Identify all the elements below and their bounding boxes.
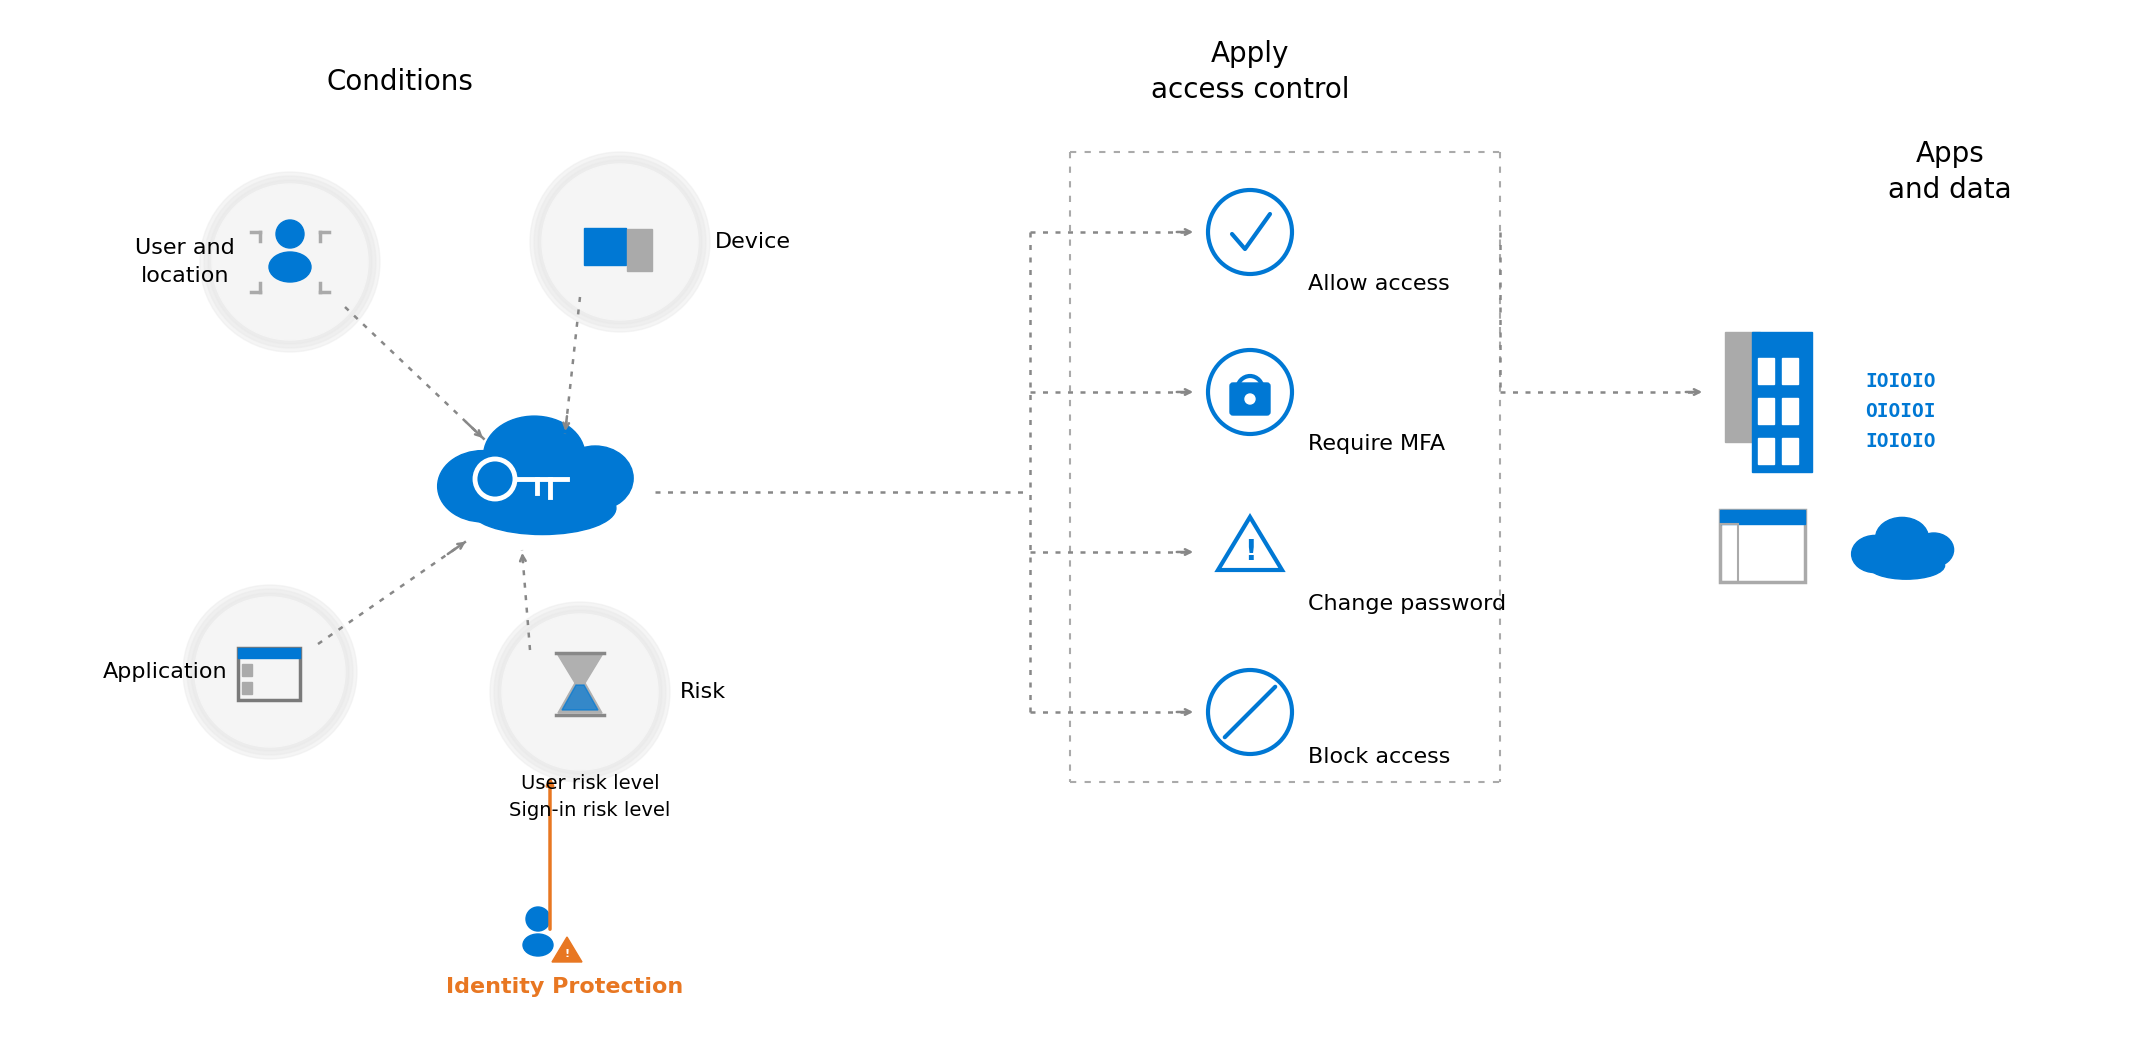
FancyBboxPatch shape — [1719, 510, 1805, 524]
Circle shape — [187, 589, 354, 755]
Text: Device: Device — [714, 232, 791, 252]
Ellipse shape — [1867, 551, 1945, 580]
Text: Identity Protection: Identity Protection — [446, 977, 684, 997]
Ellipse shape — [485, 417, 585, 494]
Circle shape — [277, 220, 304, 248]
Polygon shape — [557, 655, 602, 683]
Circle shape — [542, 164, 699, 320]
Circle shape — [525, 907, 551, 931]
Text: User and
location: User and location — [135, 238, 236, 286]
Polygon shape — [562, 685, 598, 710]
FancyBboxPatch shape — [238, 648, 300, 658]
Ellipse shape — [1852, 535, 1897, 572]
FancyBboxPatch shape — [1782, 438, 1799, 464]
Circle shape — [195, 596, 345, 747]
Circle shape — [497, 610, 662, 774]
FancyBboxPatch shape — [1726, 332, 1760, 442]
Circle shape — [491, 602, 669, 782]
FancyBboxPatch shape — [1231, 383, 1269, 414]
Circle shape — [191, 593, 349, 751]
Text: IOIOIO: IOIOIO — [1865, 432, 1936, 451]
Text: User risk level
Sign-in risk level: User risk level Sign-in risk level — [510, 774, 671, 820]
Circle shape — [199, 171, 379, 352]
Text: Apply
access control: Apply access control — [1151, 40, 1349, 104]
Text: Allow access: Allow access — [1308, 274, 1449, 294]
FancyBboxPatch shape — [1758, 438, 1773, 464]
Text: Application: Application — [103, 662, 227, 682]
Ellipse shape — [1876, 518, 1927, 559]
FancyBboxPatch shape — [1782, 398, 1799, 424]
Circle shape — [212, 184, 369, 340]
Circle shape — [530, 151, 710, 332]
Circle shape — [534, 156, 705, 328]
Text: Apps
and data: Apps and data — [1889, 140, 2011, 204]
Text: !: ! — [1244, 538, 1256, 566]
FancyBboxPatch shape — [1758, 358, 1773, 384]
Circle shape — [493, 606, 667, 778]
Circle shape — [182, 585, 358, 758]
Circle shape — [208, 180, 373, 344]
FancyBboxPatch shape — [1758, 398, 1773, 424]
Text: Require MFA: Require MFA — [1308, 434, 1445, 454]
Ellipse shape — [1915, 533, 1953, 567]
Text: IOIOIO: IOIOIO — [1865, 372, 1936, 391]
Text: Conditions: Conditions — [326, 68, 474, 96]
Circle shape — [1246, 394, 1254, 404]
FancyBboxPatch shape — [1782, 358, 1799, 384]
Ellipse shape — [557, 446, 632, 510]
Text: !: ! — [564, 949, 570, 959]
Ellipse shape — [268, 252, 311, 282]
FancyBboxPatch shape — [1752, 332, 1812, 472]
Ellipse shape — [470, 482, 615, 534]
Text: Risk: Risk — [680, 682, 727, 702]
Text: Change password: Change password — [1308, 594, 1505, 614]
Polygon shape — [551, 937, 581, 962]
Circle shape — [538, 160, 701, 324]
Text: OIOIOI: OIOIOI — [1865, 403, 1936, 422]
Circle shape — [204, 176, 375, 348]
FancyBboxPatch shape — [626, 229, 652, 271]
Polygon shape — [557, 683, 602, 713]
Text: Block access: Block access — [1308, 747, 1449, 767]
FancyBboxPatch shape — [242, 664, 253, 676]
Ellipse shape — [437, 450, 527, 522]
Ellipse shape — [523, 934, 553, 956]
FancyBboxPatch shape — [583, 228, 626, 265]
FancyBboxPatch shape — [242, 682, 253, 694]
Circle shape — [502, 614, 658, 770]
